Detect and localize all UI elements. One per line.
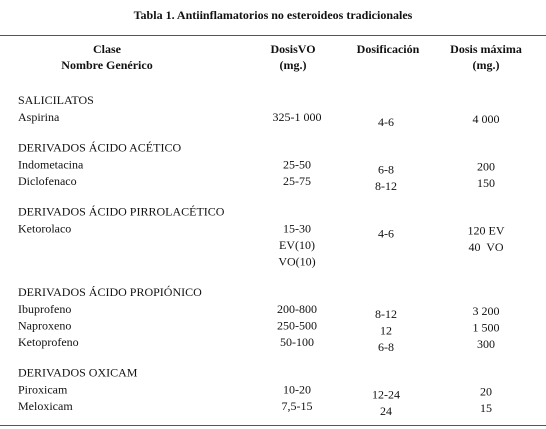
table-title: Tabla 1. Antiinflamatorios no esteroideo… xyxy=(134,8,413,22)
column-header: Clase xyxy=(93,42,122,56)
column-header: Nombre Genérico xyxy=(61,58,152,72)
column-header: DosisVO xyxy=(270,42,315,56)
cell-value: 325-1 000 xyxy=(273,110,322,124)
drug-name: Indometacina xyxy=(18,157,84,171)
drug-name: Naproxeno xyxy=(18,318,71,332)
cell-value: 20 xyxy=(480,384,492,398)
cell-value: 8-12 xyxy=(375,179,397,193)
cell-value: 300 xyxy=(477,337,495,351)
drug-name: Ketoprofeno xyxy=(18,335,79,349)
cell-value: 12-24 xyxy=(372,387,400,401)
cell-value: 200-800 xyxy=(277,302,317,316)
cell-value: 15 xyxy=(480,401,492,415)
group-name: DERIVADOS ÁCIDO ACÉTICO xyxy=(18,140,181,154)
cell-value: 200 xyxy=(477,159,495,173)
cell-value: 120 EV xyxy=(468,223,505,237)
cell-value: 150 xyxy=(477,176,495,190)
group-name: SALICILATOS xyxy=(18,93,94,107)
cell-value: 24 xyxy=(380,404,392,418)
cell-value: 6-8 xyxy=(378,162,394,176)
cell-value: 1 500 xyxy=(473,320,500,334)
drug-name: Diclofenaco xyxy=(18,174,77,188)
cell-value: 4-6 xyxy=(378,226,394,240)
cell-value: 250-500 xyxy=(277,318,317,332)
drug-name: Ibuprofeno xyxy=(18,302,71,316)
cell-value: 7,5-15 xyxy=(282,399,313,413)
column-header: Dosis máxima xyxy=(450,42,522,56)
group-name: DERIVADOS ÁCIDO PROPIÓNICO xyxy=(18,285,202,299)
group-name: DERIVADOS OXICAM xyxy=(18,365,138,379)
cell-value: 8-12 xyxy=(375,307,397,321)
cell-value: VO(10) xyxy=(278,254,315,268)
column-header: Dosificación xyxy=(357,42,420,56)
cell-value: 3 200 xyxy=(473,304,500,318)
cell-value: 50-100 xyxy=(280,335,314,349)
cell-value: 12 xyxy=(380,323,392,337)
column-header: (mg.) xyxy=(280,58,307,72)
cell-value: 6-8 xyxy=(378,340,394,354)
cell-value: EV(10) xyxy=(279,238,315,252)
cell-value: 40 VO xyxy=(468,240,503,254)
cell-value: 10-20 xyxy=(283,382,311,396)
drug-name: Ketorolaco xyxy=(18,221,71,235)
cell-value: 4 000 xyxy=(473,112,500,126)
cell-value: 25-50 xyxy=(283,157,311,171)
drug-name: Piroxicam xyxy=(18,382,68,396)
drug-name: Aspirina xyxy=(18,110,60,124)
cell-value: 25-75 xyxy=(283,174,311,188)
drug-name: Meloxicam xyxy=(18,399,73,413)
column-header: (mg.) xyxy=(473,58,500,72)
group-name: DERIVADOS ÁCIDO PIRROLACÉTICO xyxy=(18,204,225,218)
cell-value: 4-6 xyxy=(378,115,394,129)
cell-value: 15-30 xyxy=(283,221,311,235)
